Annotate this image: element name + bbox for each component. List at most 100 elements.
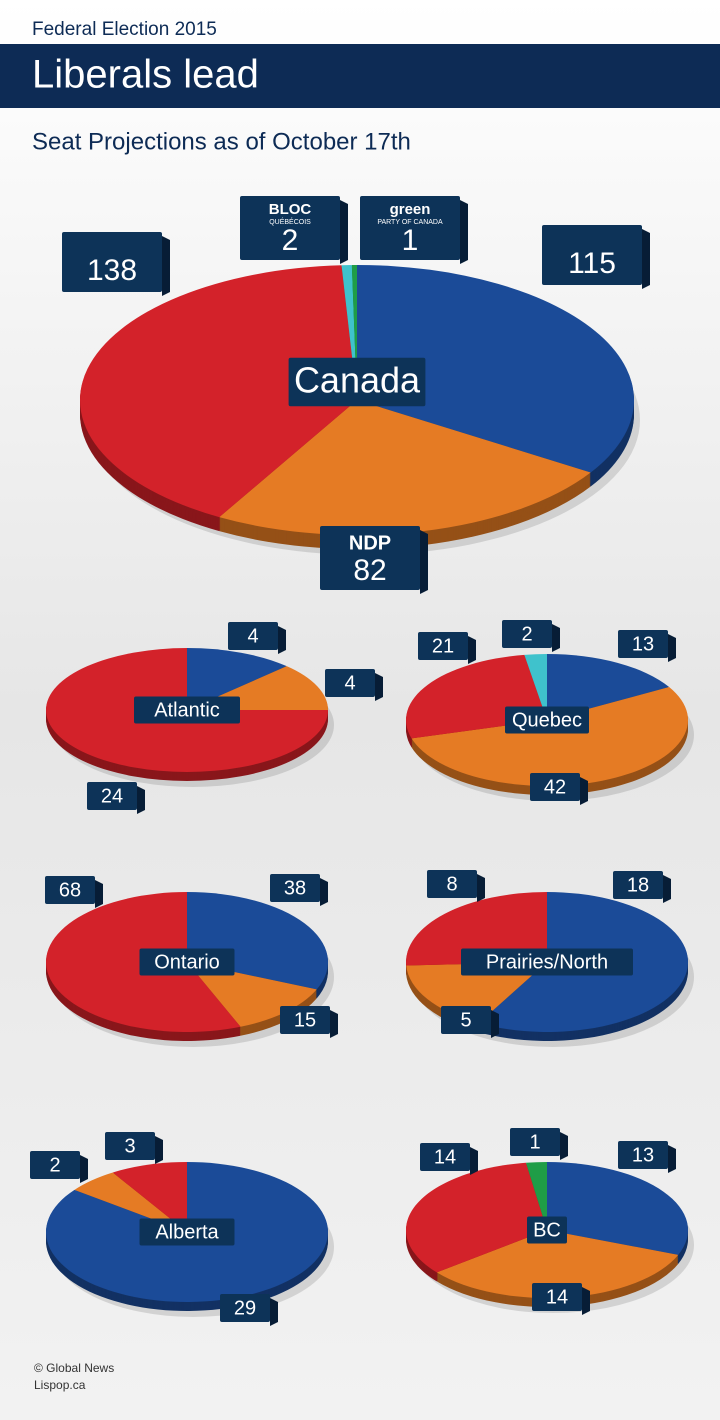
value-label: 21 bbox=[432, 635, 454, 657]
slice bbox=[436, 1230, 679, 1298]
tag-fold bbox=[560, 1132, 568, 1160]
value-label: 29 bbox=[234, 1297, 256, 1319]
slice bbox=[411, 687, 688, 787]
tag-fold bbox=[420, 530, 428, 594]
title-tag bbox=[527, 1216, 567, 1244]
value-tag bbox=[502, 620, 552, 648]
pie-title: BC bbox=[533, 1219, 561, 1241]
tag-fold bbox=[642, 229, 650, 289]
source: Lispop.ca bbox=[34, 1378, 86, 1392]
party-label: NDP bbox=[349, 532, 391, 554]
value-tag bbox=[45, 876, 95, 904]
value-label: 4 bbox=[344, 672, 355, 694]
pie-title: Prairies/North bbox=[486, 951, 608, 973]
value-label: 15 bbox=[294, 1009, 316, 1031]
value-tag bbox=[613, 871, 663, 899]
value-tag bbox=[220, 1294, 270, 1322]
value-tag bbox=[280, 1006, 330, 1034]
value-label: 13 bbox=[632, 633, 654, 655]
tag-fold bbox=[470, 1147, 478, 1175]
slice bbox=[406, 1162, 547, 1273]
value-label: 8 bbox=[446, 873, 457, 895]
slice bbox=[74, 1172, 187, 1232]
tag-fold bbox=[668, 1145, 676, 1173]
value-label: 68 bbox=[59, 879, 81, 901]
tag-fold bbox=[80, 1155, 88, 1183]
slice bbox=[547, 1162, 688, 1255]
slice bbox=[357, 265, 634, 473]
slice bbox=[187, 648, 287, 710]
title-band bbox=[0, 44, 720, 108]
pie-title: Ontario bbox=[154, 951, 220, 973]
pie-title: Atlantic bbox=[154, 699, 220, 721]
tag-fold bbox=[155, 1136, 163, 1164]
tag-fold bbox=[95, 880, 103, 908]
tag-fold bbox=[460, 200, 468, 264]
value-tag bbox=[427, 870, 477, 898]
tag-fold bbox=[468, 636, 476, 664]
party-label: BLOC bbox=[269, 201, 312, 218]
slice bbox=[112, 1162, 187, 1232]
pie-title: Quebec bbox=[512, 709, 582, 731]
value-label: 2 bbox=[521, 623, 532, 645]
value-label: 82 bbox=[353, 554, 386, 587]
value-label: 138 bbox=[87, 254, 137, 287]
title-tag bbox=[461, 948, 633, 976]
tag-fold bbox=[552, 624, 560, 652]
party-sublabel: PARTY OF CANADA bbox=[377, 219, 443, 226]
value-tag bbox=[105, 1132, 155, 1160]
subtitle: Seat Projections as of October 17th bbox=[32, 128, 411, 155]
tag-fold bbox=[580, 777, 588, 805]
tag-fold bbox=[320, 878, 328, 906]
value-tag bbox=[320, 526, 420, 590]
party-label: green bbox=[390, 201, 431, 218]
value-label: 24 bbox=[101, 785, 123, 807]
value-label: 38 bbox=[284, 877, 306, 899]
pie-title: Canada bbox=[294, 360, 421, 401]
tag-fold bbox=[278, 626, 286, 654]
credit: © Global News bbox=[34, 1361, 114, 1375]
value-tag bbox=[441, 1006, 491, 1034]
slice bbox=[406, 892, 547, 966]
value-label: 42 bbox=[544, 776, 566, 798]
value-tag bbox=[418, 632, 468, 660]
tag-fold bbox=[477, 874, 485, 902]
title: Liberals lead bbox=[32, 53, 259, 97]
value-tag bbox=[532, 1283, 582, 1311]
title-tag bbox=[505, 706, 589, 734]
party-sublabel: QUÉBÉCOIS bbox=[269, 217, 311, 226]
value-label: 13 bbox=[632, 1144, 654, 1166]
slice bbox=[79, 265, 357, 518]
value-tag bbox=[30, 1151, 80, 1179]
value-tag bbox=[618, 1141, 668, 1169]
value-label: 18 bbox=[627, 874, 649, 896]
value-tag bbox=[360, 196, 460, 260]
tag-fold bbox=[137, 786, 145, 814]
value-label: 2 bbox=[49, 1154, 60, 1176]
title-tag bbox=[288, 357, 426, 407]
tag-fold bbox=[663, 875, 671, 903]
value-tag bbox=[325, 669, 375, 697]
tag-fold bbox=[491, 1010, 499, 1038]
value-label: 1 bbox=[402, 224, 419, 257]
value-tag bbox=[542, 225, 642, 285]
kicker: Federal Election 2015 bbox=[32, 19, 217, 40]
tag-fold bbox=[668, 634, 676, 662]
value-tag bbox=[62, 232, 162, 292]
slice bbox=[219, 400, 591, 535]
slice bbox=[547, 654, 670, 720]
slice bbox=[525, 1162, 547, 1230]
value-label: 14 bbox=[434, 1146, 456, 1168]
value-label: 14 bbox=[546, 1286, 568, 1308]
value-label: 115 bbox=[568, 247, 616, 280]
value-label: 3 bbox=[124, 1135, 135, 1157]
value-tag bbox=[530, 773, 580, 801]
value-tag bbox=[270, 874, 320, 902]
title-tag bbox=[139, 948, 235, 976]
value-label: 4 bbox=[247, 625, 258, 647]
value-tag bbox=[618, 630, 668, 658]
value-tag bbox=[228, 622, 278, 650]
value-label: 1 bbox=[529, 1131, 540, 1153]
